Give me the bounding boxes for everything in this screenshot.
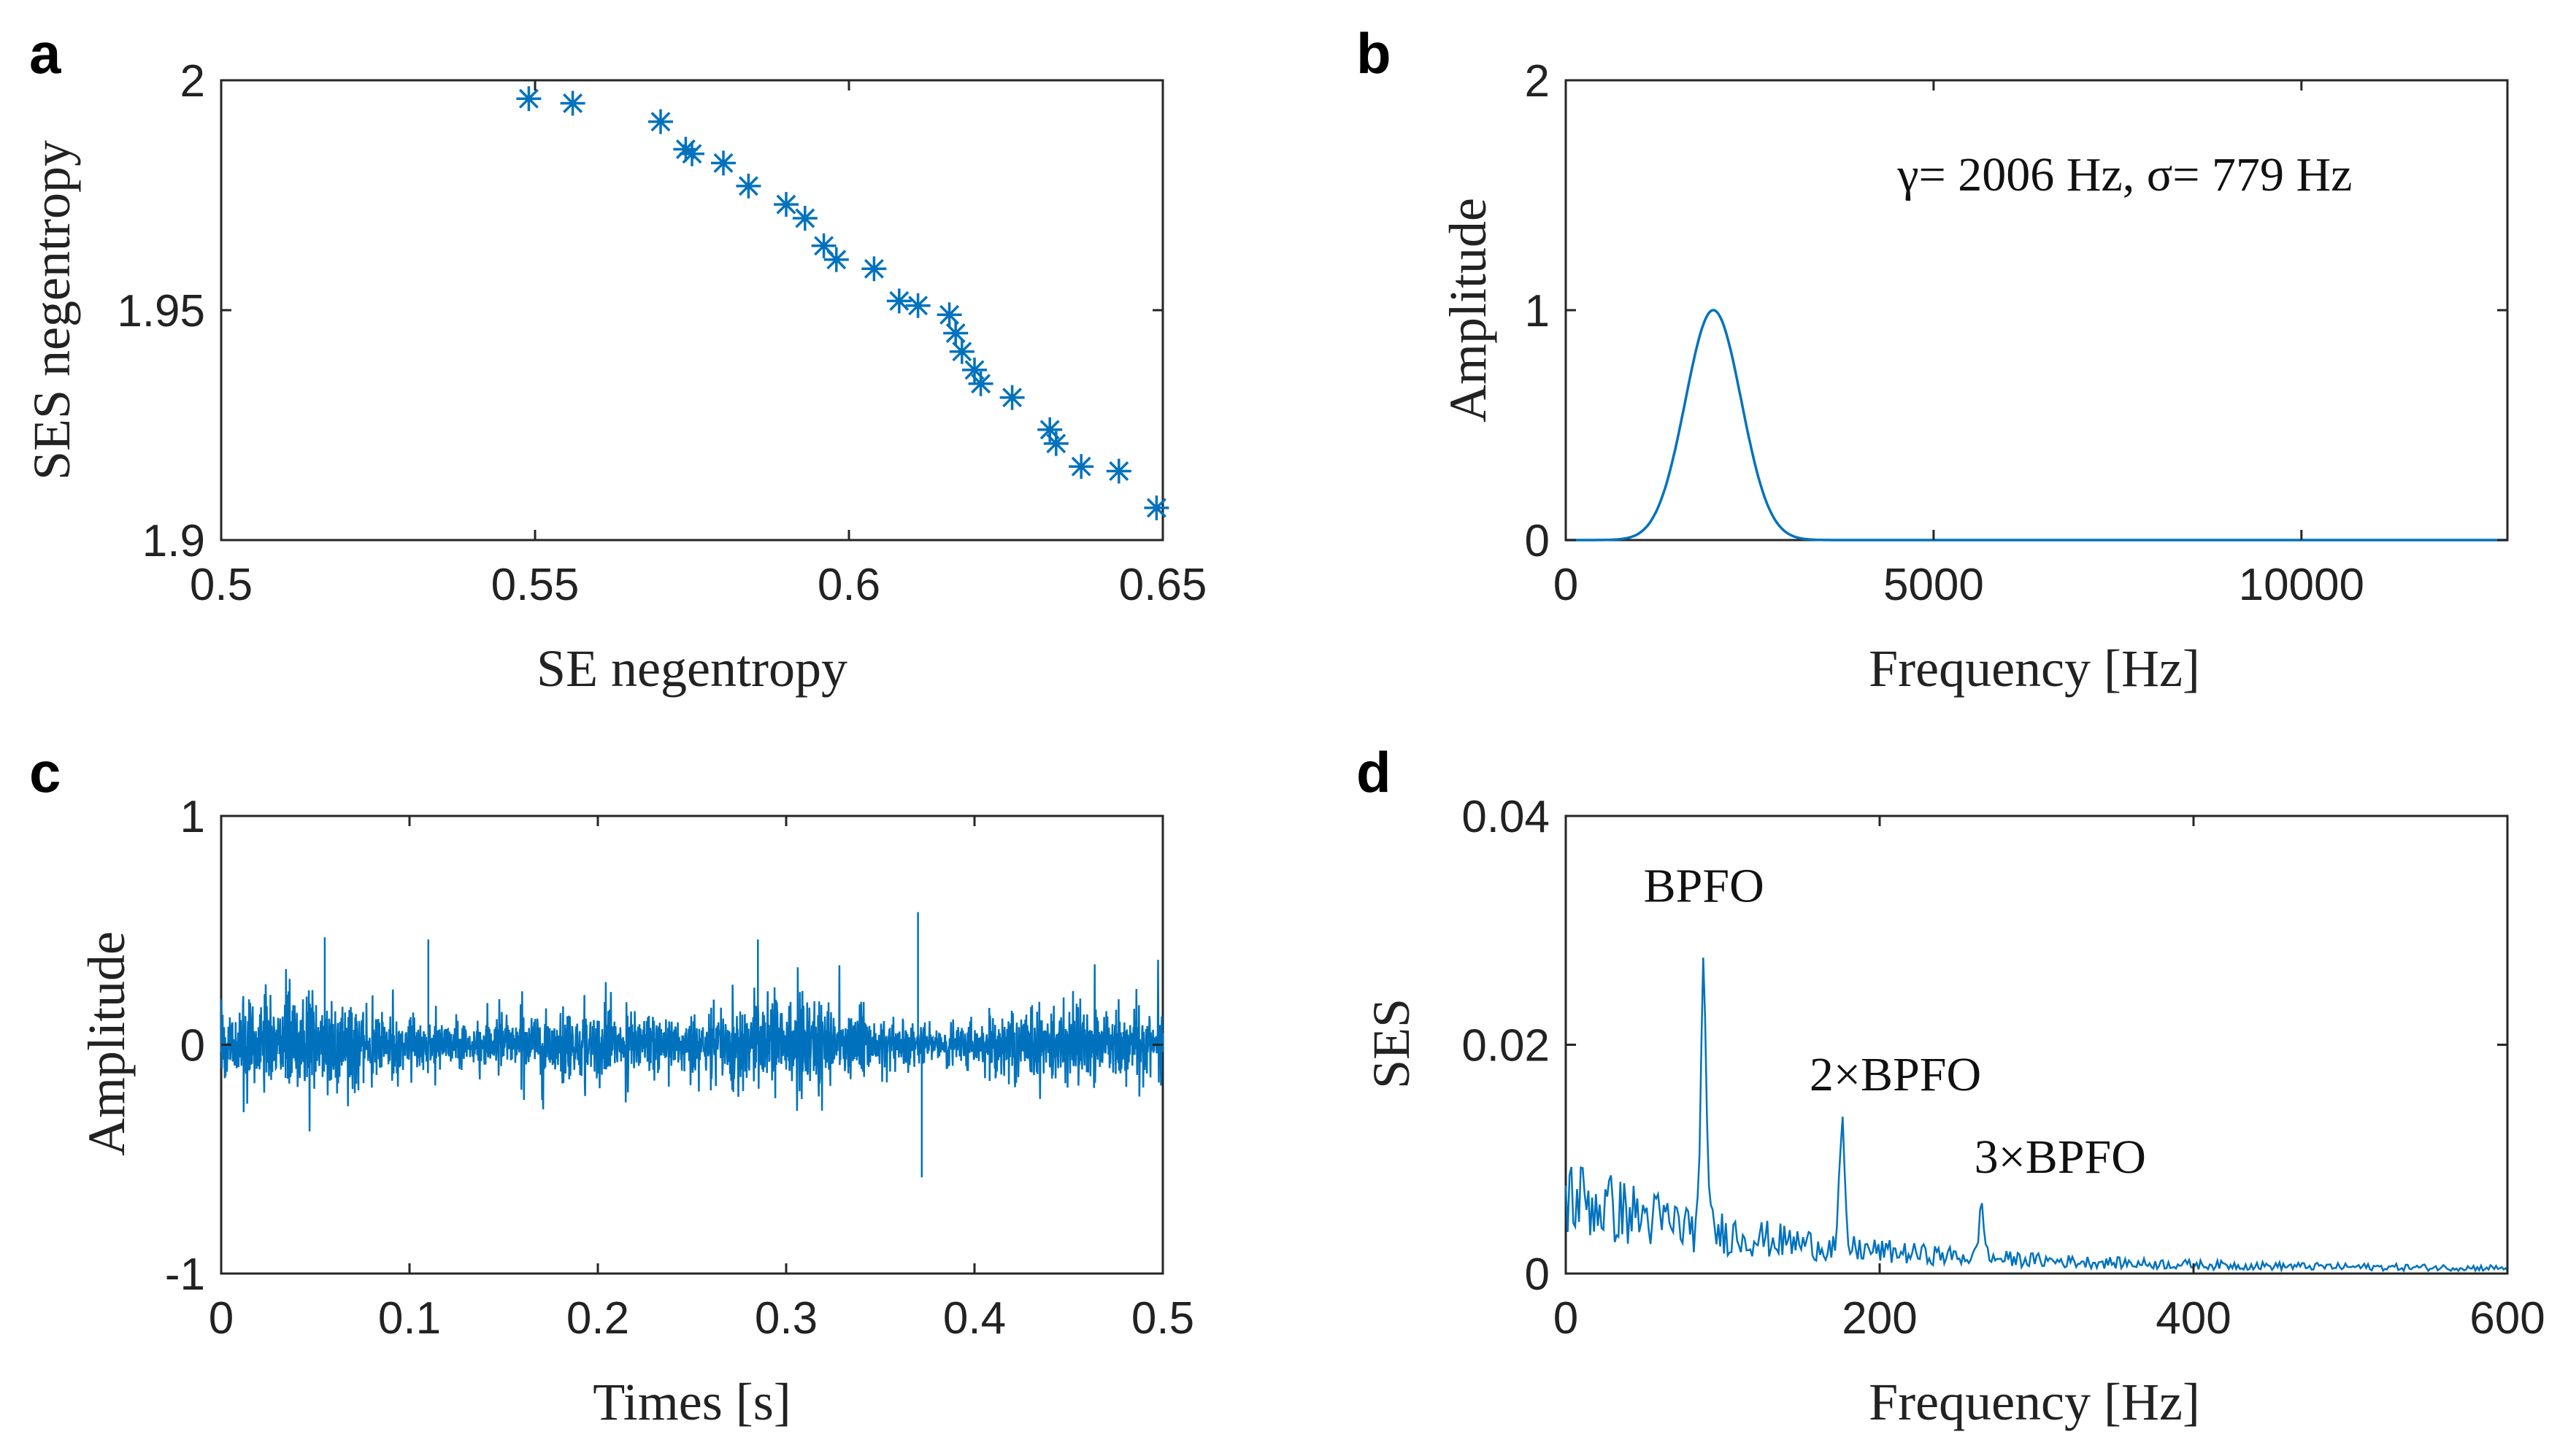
panel-d-annotations: BPFO 2×BPFO 3×BPFO (1644, 860, 2146, 1184)
x-tick-label: 0.6 (818, 560, 880, 610)
panel-d-x-ticks: 0 200 400 600 (1553, 816, 2545, 1344)
x-tick-label: 0.5 (1131, 1293, 1194, 1344)
panel-c-x-ticks: 0 0.1 0.2 0.3 0.4 0.5 (209, 816, 1194, 1344)
y-tick-label: 0 (180, 1021, 205, 1071)
y-tick-label: 2 (1525, 56, 1550, 107)
scatter-point (949, 339, 974, 364)
panel-c-y-ticks: -1 0 1 (165, 792, 1163, 1300)
panel-letter-c: c (29, 740, 61, 804)
scatter-point (711, 150, 736, 176)
scatter-point (905, 293, 931, 318)
panel-b-y-ticks: 0 1 2 (1525, 56, 2507, 566)
scatter-point (792, 206, 818, 231)
scatter-point (648, 109, 673, 134)
panel-d-y-ticks: 0 0.02 0.04 (1461, 792, 2507, 1300)
panel-a: a 0.5 0.55 0.6 0.65 1.91.952 SE negentropy … (23, 21, 1207, 698)
y-tick-label: 1.9 (142, 516, 205, 566)
panel-c-plot (220, 814, 1164, 1275)
panel-letter-d: d (1356, 740, 1391, 804)
scatter-point (886, 288, 912, 314)
y-tick-label: -1 (165, 1249, 205, 1300)
y-tick-label: 0.02 (1461, 1021, 1550, 1071)
scatter-point (968, 371, 993, 396)
scatter-point (937, 302, 962, 328)
x-tick-label: 0.5 (190, 560, 253, 610)
scatter-point (823, 247, 849, 272)
scatter-point (736, 173, 761, 199)
x-tick-label: 0 (209, 1293, 234, 1344)
x-tick-label: 0.1 (378, 1293, 441, 1344)
panel-c-y-label: Amplitude (77, 931, 136, 1156)
panel-a-x-label: SE negentropy (537, 639, 847, 698)
scatter-point (1043, 431, 1069, 456)
scatter-point (1069, 454, 1094, 479)
peak-annotation: BPFO (1644, 860, 1764, 913)
scatter-point (861, 256, 887, 282)
panel-a-y-label: SES negentropy (23, 140, 81, 480)
signal-waveform (220, 912, 1164, 1178)
peak-annotation: 2×BPFO (1810, 1048, 1981, 1101)
x-tick-label: 400 (2156, 1293, 2231, 1344)
scatter-point (999, 385, 1025, 410)
ses-spectrum (1564, 958, 2508, 1274)
y-tick-label: 0 (1525, 516, 1550, 566)
panel-b-x-ticks: 0 5000 10000 (1553, 80, 2364, 610)
peak-annotation: 3×BPFO (1975, 1130, 2146, 1184)
y-tick-label: 0.04 (1461, 792, 1550, 842)
panel-c-x-label: Times [s] (593, 1373, 791, 1431)
panel-d-x-label: Frequency [Hz] (1869, 1373, 2200, 1431)
panel-c: c 0 0.1 0.2 0.3 0.4 0.5 -101 Times [s] Amplit… (29, 740, 1194, 1431)
y-tick-label: 1.95 (117, 286, 205, 336)
panel-letter-b: b (1356, 21, 1391, 85)
x-tick-label: 0.65 (1119, 560, 1207, 610)
panel-b-annotation: γ= 2006 Hz, σ= 779 Hz (1896, 148, 2352, 201)
x-tick-label: 0 (1553, 1293, 1578, 1344)
y-tick-label: 0 (1525, 1249, 1550, 1300)
panel-b-x-label: Frequency [Hz] (1869, 639, 2200, 698)
panel-letter-a: a (29, 21, 61, 85)
x-tick-label: 600 (2469, 1293, 2545, 1344)
y-tick-label: 2 (180, 56, 205, 107)
panel-a-y-ticks: 1.9 1.95 2 (117, 56, 1163, 566)
scatter-point (1106, 458, 1131, 484)
scatter-point (560, 90, 585, 116)
scatter-point (943, 320, 969, 346)
x-tick-label: 200 (1842, 1293, 1917, 1344)
panel-b: b 0 5000 10000 0 1 2 Frequency [Hz] Amplitud… (1356, 21, 2509, 698)
panel-b-y-label: Amplitude (1439, 198, 1497, 423)
panel-a-x-ticks: 0.5 0.55 0.6 0.65 (190, 80, 1207, 610)
panel-d-y-label: SES (1362, 998, 1421, 1089)
filter-curve (1566, 309, 2507, 542)
x-tick-label: 0.3 (755, 1293, 818, 1344)
scatter-point (1144, 495, 1169, 520)
x-tick-label: 10000 (2239, 560, 2364, 610)
x-tick-label: 0.4 (943, 1293, 1006, 1344)
x-tick-label: 0 (1553, 560, 1578, 610)
panel-a-plot (220, 79, 1169, 542)
panel-d: d 0 200 400 600 0 0.02 0.04 Frequency [Hz] SE… (1356, 740, 2545, 1431)
y-tick-label: 1 (180, 792, 205, 842)
x-tick-label: 0.55 (491, 560, 580, 610)
y-tick-label: 1 (1525, 286, 1550, 336)
scatter-point (680, 141, 704, 166)
x-tick-label: 0.2 (566, 1293, 629, 1344)
scatter-point (516, 86, 542, 112)
scatter-point (774, 192, 799, 217)
x-tick-label: 5000 (1883, 560, 1984, 610)
